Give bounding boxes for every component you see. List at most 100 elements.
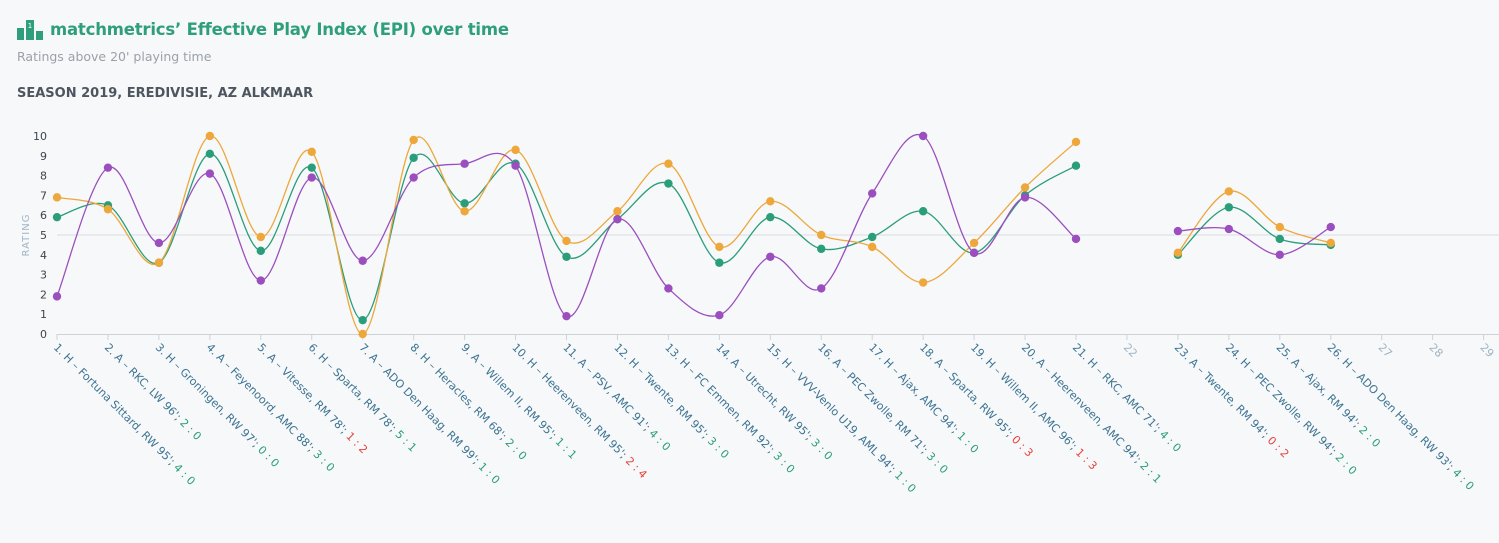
series-1-point <box>868 232 877 242</box>
series-2-point <box>868 242 877 252</box>
series-3-point <box>154 238 164 248</box>
x-tick-label: 28 <box>1427 341 1446 360</box>
series-2-line <box>1177 190 1331 254</box>
series-3-point <box>1224 224 1234 234</box>
series-1-point <box>918 207 928 216</box>
series-3-point <box>52 292 62 301</box>
y-axis-label: RATING <box>21 214 32 257</box>
series-2-point <box>307 147 316 157</box>
y-tick-label: 7 <box>40 189 47 202</box>
series-3-point <box>103 163 113 172</box>
y-tick-label: 10 <box>33 130 47 143</box>
x-tick-label: 21. H – RKC, AMC 71'; 4 : 0 <box>1070 341 1184 455</box>
series-2-point <box>766 197 775 206</box>
series-3-point <box>613 214 622 224</box>
series-1-point <box>1224 203 1234 212</box>
series-1-point <box>715 258 724 267</box>
series-1-line <box>1177 206 1331 256</box>
series-3-line <box>1177 226 1332 256</box>
chart-subtitle: Ratings above 20' playing time <box>17 49 212 64</box>
series-2-point <box>664 159 673 168</box>
series-2-point <box>1071 137 1081 147</box>
series-2-point <box>460 207 469 216</box>
series-2-point <box>1020 183 1030 192</box>
y-tick-label: 6 <box>40 209 47 222</box>
y-tick-label: 3 <box>40 269 47 282</box>
series-1-point <box>307 163 316 172</box>
series-3-point <box>1071 234 1081 244</box>
series-2-point <box>562 236 571 246</box>
series-1-point <box>52 212 62 222</box>
series-3-point <box>511 161 520 170</box>
series-3-point <box>409 173 418 182</box>
series-2-point <box>1326 238 1335 248</box>
series-2-point <box>1275 222 1285 232</box>
series-1-point <box>817 244 826 254</box>
series-3-point <box>817 284 826 293</box>
series-2-point <box>715 242 724 252</box>
series-2-point <box>52 193 62 202</box>
series-2-point <box>511 145 520 155</box>
series-2-point <box>409 135 418 145</box>
series-3-point <box>358 256 367 265</box>
chart-header: 1 matchmetrics’ Effective Play Index (EP… <box>17 18 509 64</box>
series-3-point <box>1326 222 1335 232</box>
y-tick-label: 5 <box>40 229 47 242</box>
series-3-point <box>1020 193 1030 202</box>
series-2-point <box>969 238 979 248</box>
series-1-point <box>1071 161 1081 170</box>
series-2-point <box>154 258 164 267</box>
series-3-point <box>715 310 724 320</box>
series-2-point <box>103 205 113 214</box>
x-tick-label: 6. H – Sparta, RM 78'; 5 : 1 <box>306 341 420 455</box>
series-3-line <box>56 133 1077 317</box>
series-2-point <box>256 232 265 242</box>
series-2-point <box>205 131 215 141</box>
x-tick-label: 25. A – Ajax, RM 94'; 2 : 0 <box>1274 341 1383 450</box>
series-3-point <box>664 284 673 293</box>
series-3-point <box>766 252 775 261</box>
series-1-point <box>1275 234 1285 244</box>
y-tick-label: 0 <box>40 328 47 341</box>
svg-text:1: 1 <box>28 22 32 30</box>
series-3-point <box>256 276 265 285</box>
y-tick-label: 8 <box>40 170 47 183</box>
series-1-point <box>562 252 571 261</box>
series-1-point <box>358 315 367 325</box>
series-1-point <box>256 246 265 256</box>
series-1-point <box>460 199 469 208</box>
chart-title: matchmetrics’ Effective Play Index (EPI)… <box>50 19 509 39</box>
x-tick-label: 2. A – RKC, LW 96'; 2 : 0 <box>102 341 204 443</box>
series-3-point <box>205 169 215 178</box>
series-2-point <box>918 278 928 287</box>
series-1-point <box>205 149 215 159</box>
title-row: 1 matchmetrics’ Effective Play Index (EP… <box>17 18 509 40</box>
x-tick-label: 17. H – Ajax, AMC 94'; 1 : 0 <box>866 341 981 456</box>
x-tick-label: 29 <box>1477 341 1496 360</box>
series-3-point <box>918 131 928 141</box>
y-tick-label: 2 <box>40 288 47 301</box>
y-tick-label: 4 <box>40 249 47 262</box>
y-tick-label: 1 <box>40 308 47 321</box>
section-heading: SEASON 2019, EREDIVISIE, AZ ALKMAAR <box>17 86 314 101</box>
y-tick-label: 9 <box>40 150 47 163</box>
series-2-point <box>358 329 367 339</box>
series-3-point <box>562 311 571 321</box>
series-3-point <box>307 173 316 182</box>
series-2-point <box>613 207 622 216</box>
x-tick-label: 27 <box>1376 341 1395 360</box>
podium-icon: 1 <box>17 20 43 40</box>
x-tick-label: 11. A – PSV, AMC 91'; 4 : 0 <box>560 341 673 454</box>
series-1-point <box>766 212 775 222</box>
series-2-point <box>817 230 826 240</box>
series-3-point <box>1275 250 1285 259</box>
x-tick-label: 22 <box>1121 341 1140 360</box>
series-2-point <box>1173 248 1183 258</box>
series-1-point <box>409 153 418 162</box>
series-3-point <box>969 248 979 258</box>
series-1-point <box>664 179 673 188</box>
series-3-point <box>460 159 469 168</box>
series-2-point <box>1224 187 1234 196</box>
series-3-point <box>1173 226 1183 236</box>
